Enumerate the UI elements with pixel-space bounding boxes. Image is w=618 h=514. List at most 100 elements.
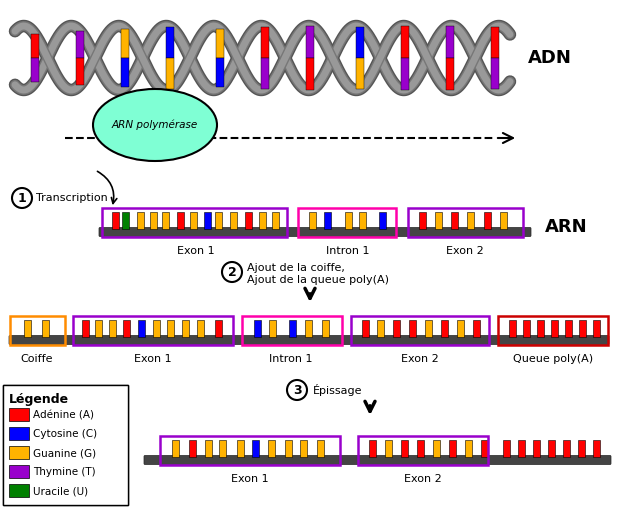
Text: Intron 1: Intron 1 [326, 246, 370, 256]
Bar [425, 320, 431, 337]
Ellipse shape [93, 89, 217, 161]
Bar [401, 26, 409, 58]
Text: Transcription: Transcription [36, 193, 108, 203]
Text: ARN: ARN [545, 218, 588, 236]
Bar [219, 440, 226, 457]
Bar [536, 320, 543, 337]
Bar [76, 31, 84, 58]
Text: Guanine (G): Guanine (G) [33, 448, 96, 458]
Bar [408, 320, 415, 337]
Text: 2: 2 [227, 266, 236, 279]
Bar [205, 440, 211, 457]
Bar [491, 27, 499, 58]
Bar [522, 320, 530, 337]
Text: Exon 1: Exon 1 [134, 354, 172, 364]
Bar [188, 440, 195, 457]
Bar [368, 440, 376, 457]
Text: Adénine (A): Adénine (A) [33, 410, 94, 420]
Bar [10, 316, 65, 345]
Bar [153, 320, 159, 337]
Bar [237, 440, 243, 457]
Text: Exon 2: Exon 2 [401, 354, 439, 364]
Bar [465, 440, 472, 457]
Bar [457, 320, 464, 337]
Bar [111, 212, 119, 229]
Bar [408, 208, 523, 237]
Bar [358, 436, 488, 465]
Bar [451, 212, 457, 229]
Text: Exon 1: Exon 1 [231, 474, 269, 484]
Bar [161, 212, 169, 229]
Bar [122, 320, 130, 337]
Bar [593, 440, 599, 457]
Bar [182, 320, 188, 337]
Bar [577, 440, 585, 457]
Bar [358, 212, 365, 229]
Bar [253, 320, 261, 337]
Bar [242, 316, 342, 345]
Bar [216, 29, 224, 58]
Bar [362, 320, 368, 337]
Bar [433, 440, 439, 457]
Bar [434, 212, 441, 229]
Bar [533, 440, 540, 457]
Bar [417, 440, 423, 457]
Bar [351, 316, 489, 345]
Text: Queue poly(A): Queue poly(A) [513, 354, 593, 364]
Bar [9, 465, 29, 478]
Text: Exon 2: Exon 2 [404, 474, 442, 484]
Circle shape [287, 380, 307, 400]
FancyBboxPatch shape [99, 228, 531, 236]
Bar [150, 212, 156, 229]
Bar [121, 29, 129, 58]
Bar [23, 320, 30, 337]
Text: Exon 1: Exon 1 [177, 246, 215, 256]
Bar [467, 212, 473, 229]
Bar [166, 58, 174, 89]
Text: Uracile (U): Uracile (U) [33, 486, 88, 496]
Bar [271, 212, 279, 229]
Bar [418, 212, 426, 229]
Bar [306, 26, 314, 58]
Text: Ajout de la coiffe,: Ajout de la coiffe, [247, 263, 345, 273]
Bar [400, 440, 407, 457]
Bar [306, 58, 314, 90]
Bar [190, 212, 197, 229]
Circle shape [12, 188, 32, 208]
Bar [177, 212, 184, 229]
Bar [298, 208, 396, 237]
Bar [31, 34, 39, 58]
Bar [216, 58, 224, 87]
Bar [258, 212, 266, 229]
Bar [289, 320, 295, 337]
Bar [517, 440, 525, 457]
Bar [76, 58, 84, 85]
Bar [9, 408, 29, 421]
Bar [122, 212, 129, 229]
Bar [593, 320, 599, 337]
Bar [305, 320, 311, 337]
Bar [197, 320, 203, 337]
Bar [73, 316, 233, 345]
Bar [137, 320, 145, 337]
Bar [551, 320, 557, 337]
Bar [321, 320, 329, 337]
Bar [300, 440, 307, 457]
Bar [376, 320, 384, 337]
Bar [323, 212, 331, 229]
Bar [356, 27, 364, 58]
Bar [9, 446, 29, 459]
Bar [491, 58, 499, 89]
Bar [502, 440, 509, 457]
Bar [203, 212, 211, 229]
Bar [578, 320, 585, 337]
Bar [214, 320, 221, 337]
Bar [214, 212, 221, 229]
Bar [102, 208, 287, 237]
Text: Épissage: Épissage [313, 384, 363, 396]
Bar [473, 320, 480, 337]
Bar [498, 316, 608, 345]
Bar [268, 320, 276, 337]
FancyBboxPatch shape [9, 336, 609, 344]
FancyBboxPatch shape [144, 455, 611, 465]
